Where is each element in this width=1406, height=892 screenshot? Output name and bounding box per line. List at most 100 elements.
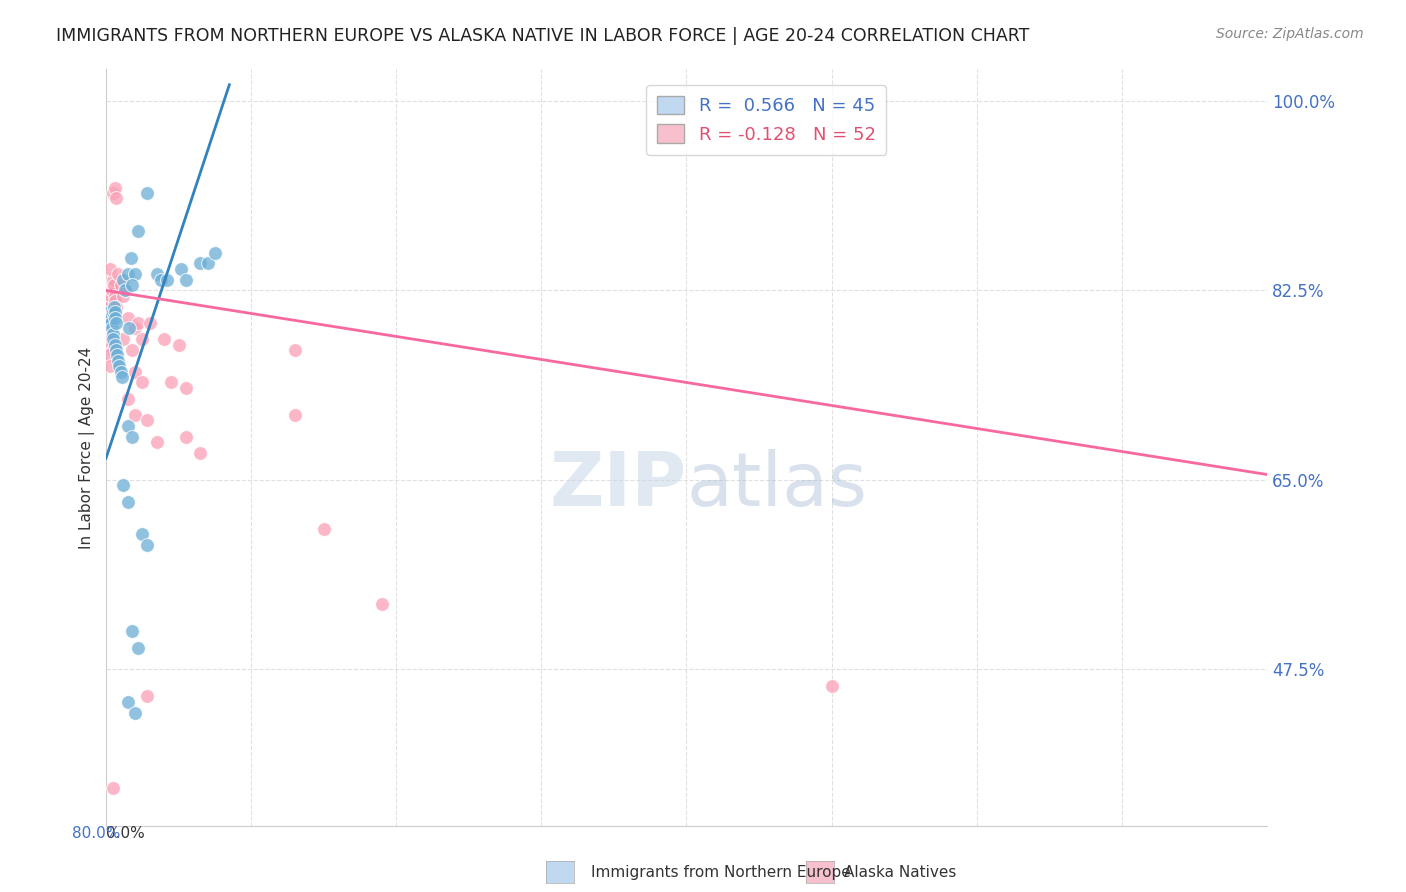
Text: atlas: atlas xyxy=(686,449,868,522)
Point xyxy=(146,267,169,281)
Point xyxy=(174,429,197,443)
Point xyxy=(104,289,127,303)
Point xyxy=(124,267,146,281)
Point xyxy=(284,408,307,422)
Point xyxy=(98,310,121,325)
Point xyxy=(197,256,219,270)
Point xyxy=(101,321,124,335)
Point xyxy=(112,289,135,303)
Point xyxy=(98,332,121,346)
Point xyxy=(104,294,127,309)
Point xyxy=(174,381,197,395)
Point xyxy=(103,300,125,314)
Point xyxy=(117,695,139,709)
Point xyxy=(820,679,842,693)
Point xyxy=(204,245,226,260)
Point xyxy=(117,392,139,406)
Point xyxy=(124,321,146,335)
Point xyxy=(118,321,141,335)
Point xyxy=(121,429,143,443)
Point xyxy=(103,278,125,293)
Point xyxy=(110,278,132,293)
Point xyxy=(104,180,127,194)
Point xyxy=(103,272,125,286)
Point xyxy=(97,326,120,341)
Point xyxy=(112,478,135,492)
Point xyxy=(117,494,139,508)
Point xyxy=(97,348,120,362)
Point xyxy=(103,305,125,319)
Point xyxy=(127,224,149,238)
Text: Source: ZipAtlas.com: Source: ZipAtlas.com xyxy=(1216,27,1364,41)
Point xyxy=(96,316,118,330)
Point xyxy=(105,343,128,357)
Point xyxy=(131,332,153,346)
Text: 0.0%: 0.0% xyxy=(105,826,145,841)
Point xyxy=(370,598,392,612)
Point xyxy=(124,365,146,379)
Point xyxy=(117,310,139,325)
Point xyxy=(312,522,335,536)
Point xyxy=(103,343,125,357)
Point xyxy=(135,690,157,704)
Point xyxy=(105,316,128,330)
Point xyxy=(284,343,307,357)
Point xyxy=(121,343,143,357)
Point xyxy=(170,261,193,276)
Point xyxy=(138,316,160,330)
Point xyxy=(107,354,129,368)
Point xyxy=(97,305,120,319)
Point xyxy=(105,348,128,362)
Point xyxy=(135,413,157,427)
Point xyxy=(131,376,153,390)
Point xyxy=(114,284,136,298)
Point xyxy=(156,272,179,286)
Point xyxy=(98,261,121,276)
Point xyxy=(188,446,211,460)
Point xyxy=(117,267,139,281)
Point xyxy=(101,284,124,298)
Point xyxy=(105,191,128,205)
Point xyxy=(120,251,142,265)
Point xyxy=(121,278,143,293)
Point xyxy=(101,337,124,351)
Point xyxy=(110,365,132,379)
Point xyxy=(174,272,197,286)
Point xyxy=(103,186,125,200)
Text: Immigrants from Northern Europe: Immigrants from Northern Europe xyxy=(591,865,851,880)
Point xyxy=(100,316,122,330)
Point xyxy=(104,337,127,351)
Point xyxy=(101,326,124,341)
Point xyxy=(153,332,176,346)
Point xyxy=(98,294,121,309)
Point xyxy=(131,527,153,541)
Point xyxy=(101,278,124,293)
Point xyxy=(108,359,131,374)
Legend: R =  0.566   N = 45, R = -0.128   N = 52: R = 0.566 N = 45, R = -0.128 N = 52 xyxy=(647,85,886,154)
Point xyxy=(98,305,121,319)
Point xyxy=(160,376,183,390)
Point xyxy=(98,359,121,374)
Point xyxy=(111,370,134,384)
Point xyxy=(124,706,146,720)
Text: 80.0%: 80.0% xyxy=(72,826,121,841)
Point xyxy=(97,310,120,325)
Y-axis label: In Labor Force | Age 20-24: In Labor Force | Age 20-24 xyxy=(79,346,94,549)
Point xyxy=(146,435,169,450)
Point xyxy=(105,300,128,314)
Point xyxy=(112,272,135,286)
Text: Alaska Natives: Alaska Natives xyxy=(844,865,956,880)
Text: ZIP: ZIP xyxy=(550,449,686,522)
Point xyxy=(127,316,149,330)
Text: IMMIGRANTS FROM NORTHERN EUROPE VS ALASKA NATIVE IN LABOR FORCE | AGE 20-24 CORR: IMMIGRANTS FROM NORTHERN EUROPE VS ALASK… xyxy=(56,27,1029,45)
Point xyxy=(115,284,138,298)
Point xyxy=(124,408,146,422)
Point xyxy=(103,332,125,346)
Point xyxy=(167,337,190,351)
Point xyxy=(135,186,157,200)
Point xyxy=(150,272,173,286)
Point xyxy=(96,305,118,319)
Point xyxy=(100,289,122,303)
Point xyxy=(188,256,211,270)
Point xyxy=(117,418,139,433)
